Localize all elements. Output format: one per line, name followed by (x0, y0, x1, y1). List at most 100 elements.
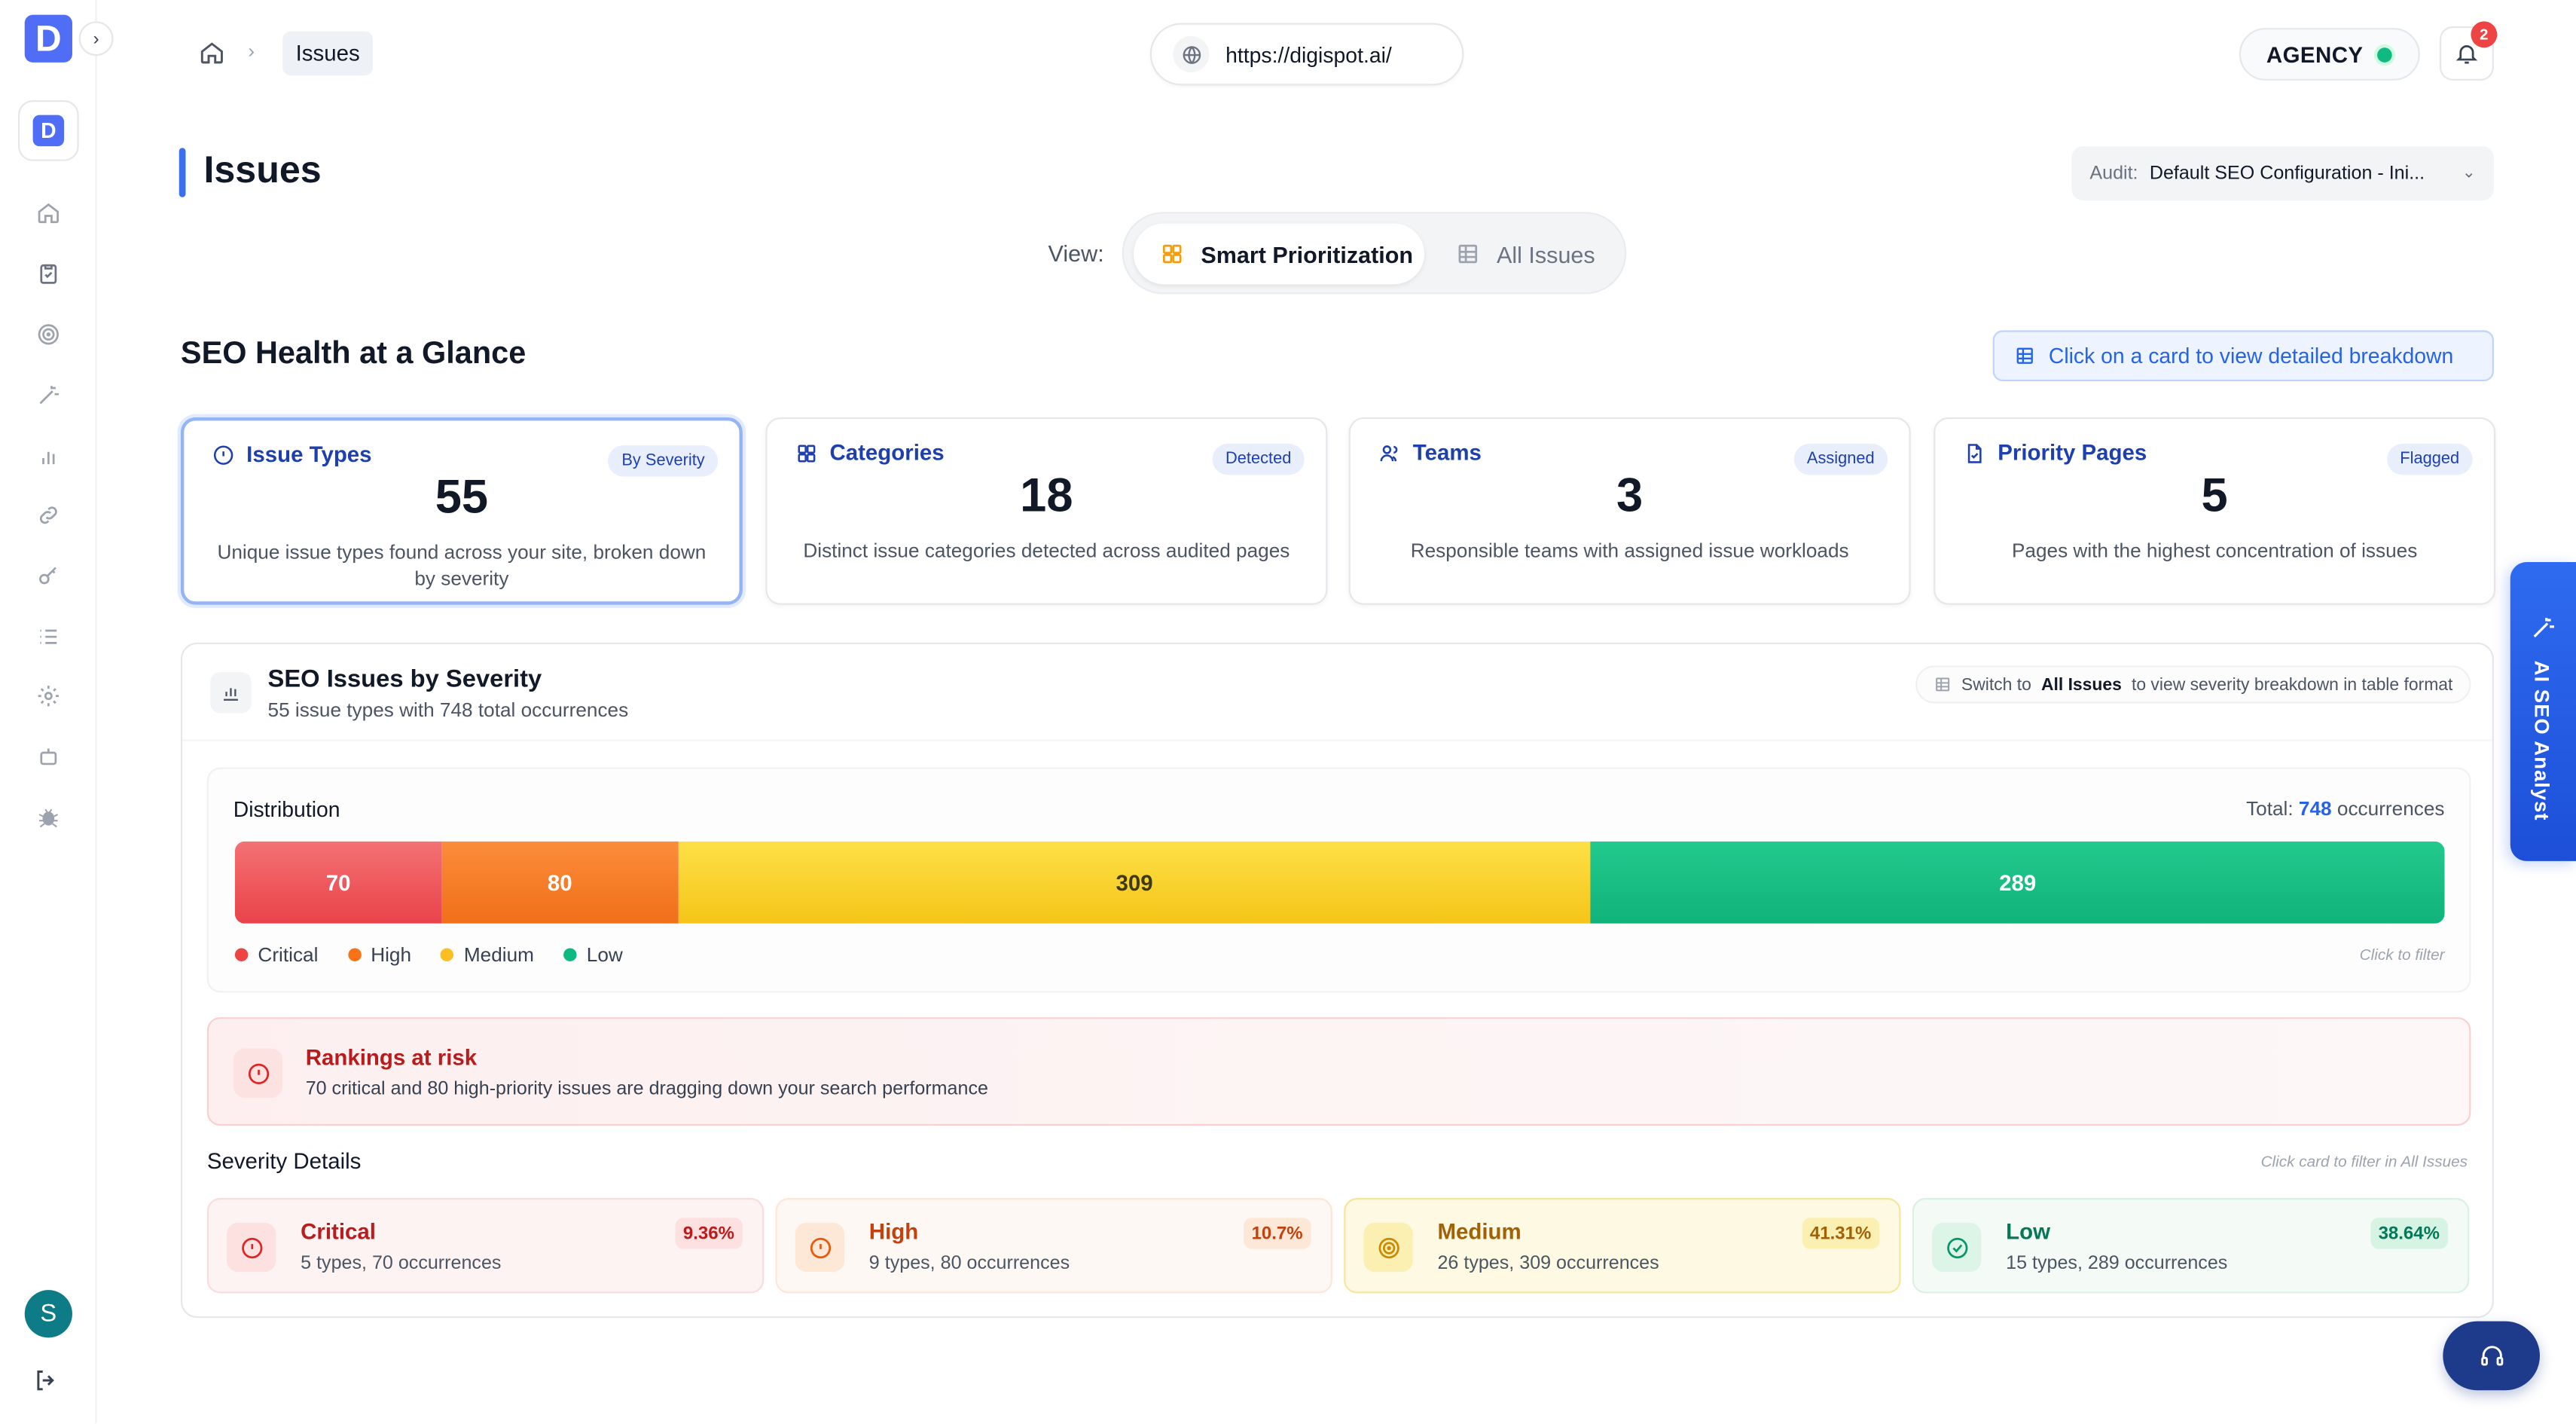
breadcrumb-separator-icon: › (248, 39, 255, 63)
table-icon (2016, 347, 2033, 364)
view-label: View: (1048, 240, 1104, 267)
card-title: Teams (1412, 440, 1482, 466)
file-icon (1967, 443, 1982, 463)
card-issue-types[interactable]: Issue Types By Severity 55 Unique issue … (180, 417, 743, 605)
sidebar-item-links[interactable] (31, 498, 64, 531)
distribution-title: Distribution (233, 796, 340, 822)
card-priority-pages[interactable]: Priority Pages Flagged 5 Pages with the … (1934, 417, 2496, 605)
app-logo[interactable]: D (24, 14, 72, 63)
legend-medium[interactable]: Medium (441, 943, 534, 967)
sidebar-item-magic[interactable] (31, 378, 64, 411)
sidebar-item-settings[interactable] (31, 679, 64, 712)
users-icon (1380, 445, 1398, 461)
distribution-segment-critical[interactable]: 70 (234, 841, 442, 924)
distribution-total: Total: 748 occurrences (2246, 797, 2444, 820)
card-categories[interactable]: Categories Detected 18 Distinct issue ca… (765, 417, 1328, 605)
distribution-segment-high[interactable]: 80 (441, 841, 679, 924)
sidebar-item-keywords[interactable] (31, 559, 64, 592)
grid-icon (1162, 244, 1182, 264)
view-smart-prioritization[interactable]: Smart Prioritization (1133, 223, 1425, 285)
table-icon (1458, 244, 1478, 264)
bar-chart-icon (210, 672, 252, 714)
risk-title: Rankings at risk (305, 1045, 478, 1070)
site-url-pill[interactable]: https://digispot.ai/ (1149, 23, 1464, 86)
click-to-filter-hint: Click to filter (2359, 946, 2445, 965)
sidebar-item-list[interactable] (31, 619, 64, 652)
legend-high[interactable]: High (347, 943, 411, 966)
magic-wand-icon (38, 385, 58, 404)
status-dot (2378, 47, 2393, 62)
card-tag: Assigned (1793, 443, 1888, 475)
severity-sub: 5 types, 70 occurrences (301, 1254, 502, 1274)
gear-icon (37, 684, 58, 706)
chevron-down-icon: ⌄ (2462, 164, 2476, 183)
workspace-switcher[interactable]: D (17, 100, 79, 161)
divider (182, 739, 2492, 741)
severity-name: Low (2006, 1219, 2051, 1245)
sidebar: D D (0, 0, 97, 1423)
link-icon (38, 506, 56, 524)
alert-circle-icon (795, 1222, 845, 1273)
severity-sub: 15 types, 289 occurrences (2006, 1254, 2228, 1274)
severity-details-hint: Click card to filter in All Issues (2260, 1154, 2468, 1172)
chevron-right-icon: › (93, 29, 99, 49)
hint-all-issues-link[interactable]: All Issues (2040, 674, 2122, 695)
glance-hint-text: Click on a card to view detailed breakdo… (2048, 343, 2454, 368)
hint-suffix: to view severity breakdown in table form… (2131, 674, 2453, 695)
alert-circle-icon (213, 445, 233, 464)
total-value: 748 (2298, 796, 2332, 820)
legend-critical[interactable]: Critical (234, 943, 319, 967)
key-icon (38, 566, 56, 584)
severity-percent: 41.31% (1802, 1218, 1880, 1249)
legend-label: Medium (463, 943, 534, 967)
severity-name: High (868, 1219, 919, 1245)
glance-hint: Click on a card to view detailed breakdo… (1992, 330, 2494, 382)
target-icon (1363, 1222, 1413, 1273)
view-toggle: Smart Prioritization All Issues (1122, 212, 1627, 295)
legend-low[interactable]: Low (563, 943, 623, 966)
card-description: Responsible teams with assigned issue wo… (1410, 539, 1849, 562)
breadcrumb-current: Issues (282, 31, 374, 76)
ai-seo-analyst-tab[interactable]: AI SEO Analyst (2510, 561, 2576, 861)
support-chat-button[interactable] (2443, 1321, 2541, 1391)
notifications-button[interactable] (2439, 26, 2494, 81)
sidebar-item-targets[interactable] (31, 317, 64, 350)
sidebar-toggle-button[interactable]: › (78, 21, 114, 57)
view-all-issues[interactable]: All Issues (1448, 224, 1612, 285)
table-icon (1935, 677, 1949, 692)
card-tag: Flagged (2386, 443, 2473, 475)
severity-card-critical[interactable]: Critical 5 types, 70 occurrences 9.36% (206, 1198, 765, 1294)
bell-icon (2455, 45, 2478, 64)
risk-alert: Rankings at risk 70 critical and 80 high… (206, 1017, 2471, 1126)
logout-button[interactable] (33, 1367, 60, 1402)
severity-card-high[interactable]: High 9 types, 80 occurrences 10.7% (775, 1198, 1332, 1294)
legend-label: Critical (258, 943, 319, 967)
sidebar-item-bot[interactable] (31, 740, 64, 773)
magic-wand-icon (2533, 618, 2554, 637)
logout-icon (37, 1371, 54, 1391)
distribution-segment-medium[interactable]: 309 (678, 841, 1592, 924)
severity-card-low[interactable]: Low 15 types, 289 occurrences 38.64% (1912, 1198, 2470, 1294)
clipboard-icon (39, 263, 56, 283)
headset-icon (2480, 1346, 2503, 1366)
distribution-segment-low[interactable]: 289 (1591, 841, 2445, 924)
user-avatar[interactable]: S (24, 1290, 72, 1338)
card-tag: Detected (1212, 443, 1305, 475)
audit-select[interactable]: Audit: Default SEO Configuration - Ini..… (2071, 146, 2494, 201)
plan-label: AGENCY (2266, 41, 2364, 67)
card-teams[interactable]: Teams Assigned 3 Responsible teams with … (1348, 417, 1911, 605)
sidebar-item-home[interactable] (31, 196, 64, 229)
plan-badge[interactable]: AGENCY (2239, 28, 2420, 81)
sidebar-item-issues[interactable] (31, 256, 64, 289)
sidebar-item-analytics[interactable] (31, 439, 64, 472)
severity-hint: Switch to All Issues to view severity br… (1915, 665, 2471, 704)
sidebar-item-crawler[interactable] (31, 800, 64, 833)
page-title: Issues (203, 148, 322, 191)
card-value: 5 (2201, 469, 2228, 523)
card-title: Categories (829, 440, 945, 466)
hint-prefix: Switch to (1961, 674, 2031, 695)
alert-circle-icon (233, 1048, 283, 1098)
breadcrumb-home[interactable] (199, 39, 225, 74)
severity-card-medium[interactable]: Medium 26 types, 309 occurrences 41.31% (1344, 1198, 1901, 1294)
